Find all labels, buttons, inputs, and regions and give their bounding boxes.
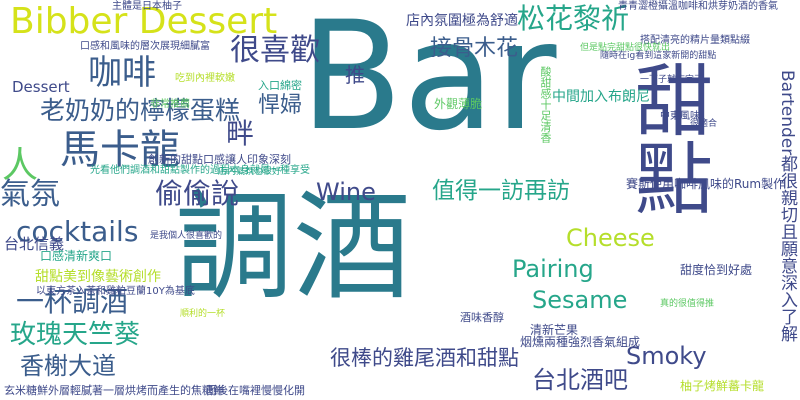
- cloud-word-eaten-quickly: 一下子就吃完了: [640, 75, 704, 85]
- cloud-word-elderflower: 接骨木花: [430, 36, 519, 61]
- cloud-word-rose-geranium: 玫瑰天竺葵: [10, 320, 141, 350]
- cloud-word-sweet-sour: 酸甜感十足清香: [539, 66, 552, 143]
- cloud-word-fresh: 口感清新爽口: [40, 249, 113, 263]
- cloud-word-middle-east: 中東風味: [660, 111, 700, 122]
- cloud-word-one-cocktail: 一杯調酒: [16, 285, 129, 318]
- cloud-word-mango: 清新芒果: [530, 323, 579, 337]
- cloud-word-bartender: Bartender都很親切且願意深入了解: [777, 70, 797, 343]
- cloud-word-oriental-tea: 以東方茶入茶和雞粕豆蘭10Y為基底: [36, 286, 195, 297]
- cloud-word-hanfu: 悍婦: [258, 93, 303, 118]
- cloud-word-layers: 口感和風味的層次展現細膩富: [80, 41, 210, 52]
- cloud-word-rum: 賽斯使用咖啡風味的Rum製作: [626, 177, 786, 191]
- cloud-word-nice-vibe: 店內氣氛也很好: [218, 167, 282, 177]
- cloud-word-smoked: 烟燻兩種強烈香氣組成: [520, 335, 641, 349]
- cloud-word-aroma: 青青澀橙攝溫咖啡和烘芽奶酒的香氣: [618, 1, 778, 12]
- cloud-word-taipei-xinyi: 台北信義: [4, 235, 65, 253]
- cloud-word-love: 很喜歡: [230, 33, 320, 68]
- cloud-word-cozy: 店內氛圍極為舒適: [406, 13, 518, 29]
- cloud-word-worth-visiting: 值得一訪再訪: [432, 178, 570, 204]
- cloud-word-sweetness: 甜度恰到好處: [680, 263, 753, 277]
- cloud-word-inner-soft: 吃到內裡軟嫩: [175, 73, 235, 84]
- cloud-word-ig: 隨時在ig看到這家新開的甜點: [600, 51, 717, 61]
- cloud-word-sesame: Sesame: [532, 286, 628, 314]
- cloud-word-smoky: Smoky: [626, 342, 707, 370]
- cloud-word-songhua: 松花黎祈: [517, 2, 630, 35]
- cloud-word-cocktails: cocktails: [16, 215, 139, 248]
- cloud-word-art-dessert: 甜點美到像藝術創作: [35, 269, 161, 285]
- cloud-word-pairing: Pairing: [512, 255, 594, 283]
- cloud-word-pan: 畔: [226, 117, 255, 150]
- cloud-word-dense: 入口綿密: [258, 79, 302, 92]
- cloud-word-secret: 偷偷說: [155, 177, 240, 210]
- cloud-word-champs: 香榭大道: [20, 352, 116, 380]
- cloud-word-macaron: 馬卡龍: [60, 127, 180, 173]
- cloud-word-impressive: 創新的甜點口感讓人印象深刻: [148, 153, 291, 166]
- cloud-word-garnish: 搭配清亮的精片量類點綴: [640, 35, 750, 46]
- cloud-word-personal-favorite: 是我個人很喜歡的: [150, 231, 223, 241]
- cloud-word-atmosphere: 氣氛: [0, 177, 60, 212]
- cloud-word-served-fast: 但是點完甜點很快就出: [580, 43, 671, 53]
- cloud-word-yuzu-macaron: 柚子烤鮮蕃卡龍: [680, 379, 765, 393]
- cloud-word-dessert-zh: 甜點: [622, 60, 712, 216]
- cloud-word-melt: 而後在嘴裡慢慢化開: [206, 384, 305, 397]
- cloud-word-great-cocktail-dessert: 很棒的雞尾酒和甜點: [330, 346, 519, 370]
- cloud-word-person: 人: [2, 145, 39, 186]
- cloud-word-taipei-bar: 台北酒吧: [532, 366, 628, 394]
- cloud-word-recommend: 推: [345, 63, 365, 87]
- cloud-word-cheese: Cheese: [566, 224, 655, 252]
- cloud-word-bibber-dessert: Bibber Dessert: [10, 1, 278, 42]
- cloud-word-wine: Wine: [316, 178, 376, 206]
- cloud-word-dessert-en: Dessert: [12, 78, 70, 96]
- cloud-word-cocktail: 調酒: [175, 178, 412, 316]
- cloud-word-brownie: 中間加入布朗尼: [552, 89, 650, 105]
- cloud-word-enjoyment: 光看他們調酒和甜點製作的過程本身就是一種享受: [90, 165, 310, 176]
- cloud-word-highly-recommend: 非常推薦: [150, 99, 190, 110]
- cloud-word-coffee: 咖啡: [88, 53, 156, 93]
- cloud-word-lemon-cake: 老奶奶的檸檬蛋糕: [40, 96, 241, 125]
- cloud-word-mellow: 酒味香醇: [460, 311, 504, 324]
- cloud-word-genmai: 玄米糖鮮外層輕膩著一層烘烤而產生的焦糖鮮: [4, 384, 224, 397]
- cloud-word-suitable: 很適合: [690, 119, 718, 129]
- cloud-word-yuzu-main: 主體是日本柚子: [112, 1, 182, 12]
- cloud-word-worth: 真的很值得推: [660, 299, 715, 309]
- cloud-word-smooth: 順利的一杯: [180, 309, 226, 319]
- cloud-word-crispy: 外觀薄脆: [434, 97, 483, 111]
- cloud-word-bar: Bar: [300, 0, 557, 164]
